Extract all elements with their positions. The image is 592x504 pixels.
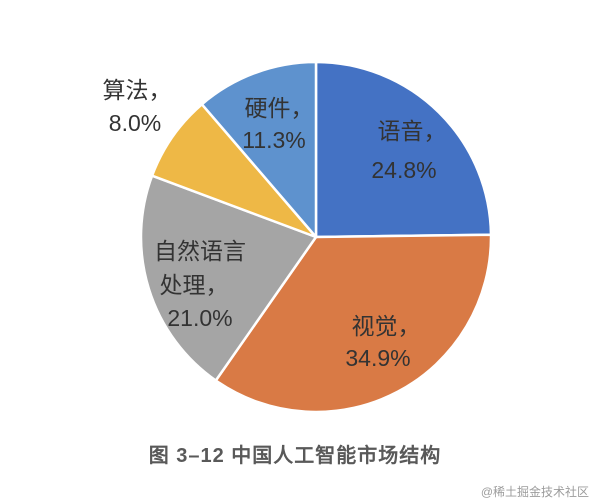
pie-slice-speech	[314, 60, 493, 239]
data-label-hardware: 硬件， 11.3%	[242, 95, 313, 153]
data-label-speech-value: 24.8%	[371, 157, 436, 183]
data-label-hardware-name: 硬件，	[245, 95, 314, 121]
pie-slices	[139, 60, 493, 414]
data-label-algorithm: 算法， 8.0%	[103, 77, 172, 136]
pie-chart: 语音， 24.8% 视觉， 34.9% 自然语言处理， 21.0% 算法， 8.0% 硬件， 11…	[103, 60, 493, 414]
pie-slice-hardware	[200, 60, 318, 239]
data-label-nlp-name: 自然语言处理，	[154, 238, 246, 298]
data-label-vision-value: 34.9%	[345, 345, 410, 371]
data-labels: 语音， 24.8% 视觉， 34.9% 自然语言处理， 21.0% 算法， 8.0% 硬件， 11…	[103, 77, 447, 371]
data-label-speech: 语音， 24.8%	[371, 118, 446, 183]
data-label-hardware-value: 11.3%	[242, 127, 306, 153]
data-label-nlp: 自然语言处理， 21.0%	[154, 238, 246, 331]
data-label-algorithm-value: 8.0%	[109, 110, 161, 136]
data-label-nlp-value: 21.0%	[167, 305, 232, 331]
watermark: @稀土掘金技术社区	[480, 485, 589, 499]
data-label-vision-name: 视觉，	[352, 313, 421, 339]
data-label-algorithm-name: 算法，	[103, 77, 172, 103]
data-label-speech-name: 语音，	[378, 118, 447, 144]
data-label-vision: 视觉， 34.9%	[345, 313, 420, 371]
pie-slice-vision	[214, 233, 493, 414]
figure-caption: 图 3–12 中国人工智能市场结构	[148, 445, 442, 467]
pie-slice-nlp	[139, 174, 318, 382]
